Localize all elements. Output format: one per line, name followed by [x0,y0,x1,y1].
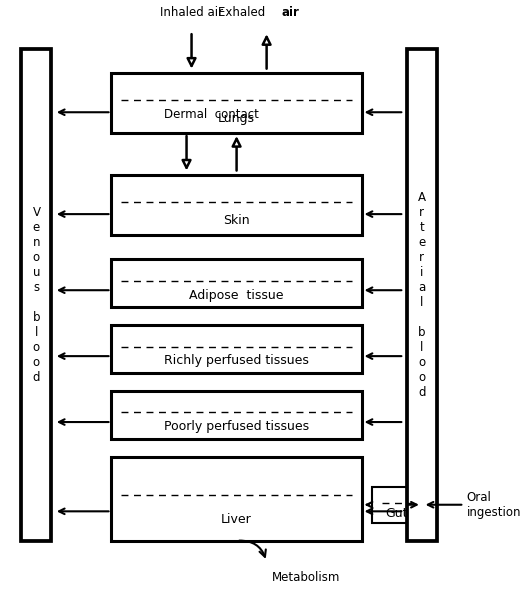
FancyBboxPatch shape [407,49,437,541]
Text: Liver: Liver [221,514,252,526]
FancyBboxPatch shape [112,457,362,541]
Text: Exhaled: Exhaled [218,7,269,19]
Text: Oral
ingestion: Oral ingestion [467,491,521,519]
Text: Metabolism: Metabolism [271,571,340,584]
Text: Gut: Gut [386,507,408,520]
FancyBboxPatch shape [21,49,51,541]
Text: Skin: Skin [223,214,250,226]
Text: Lungs: Lungs [218,112,255,125]
FancyBboxPatch shape [112,73,362,133]
Text: A
r
t
e
r
i
a
l
 
b
l
o
o
d: A r t e r i a l b l o o d [418,191,426,399]
Text: Poorly perfused tissues: Poorly perfused tissues [164,420,309,433]
FancyBboxPatch shape [112,259,362,307]
FancyBboxPatch shape [112,391,362,439]
FancyBboxPatch shape [112,325,362,373]
Text: V
e
n
o
u
s
 
b
l
o
o
d: V e n o u s b l o o d [32,206,40,384]
Text: air: air [281,7,299,19]
Text: Inhaled air: Inhaled air [160,7,223,19]
FancyBboxPatch shape [372,487,422,523]
Text: Adipose  tissue: Adipose tissue [189,288,284,302]
Text: Richly perfused tissues: Richly perfused tissues [164,355,309,367]
FancyBboxPatch shape [112,175,362,235]
Text: Dermal  contact: Dermal contact [164,108,259,121]
